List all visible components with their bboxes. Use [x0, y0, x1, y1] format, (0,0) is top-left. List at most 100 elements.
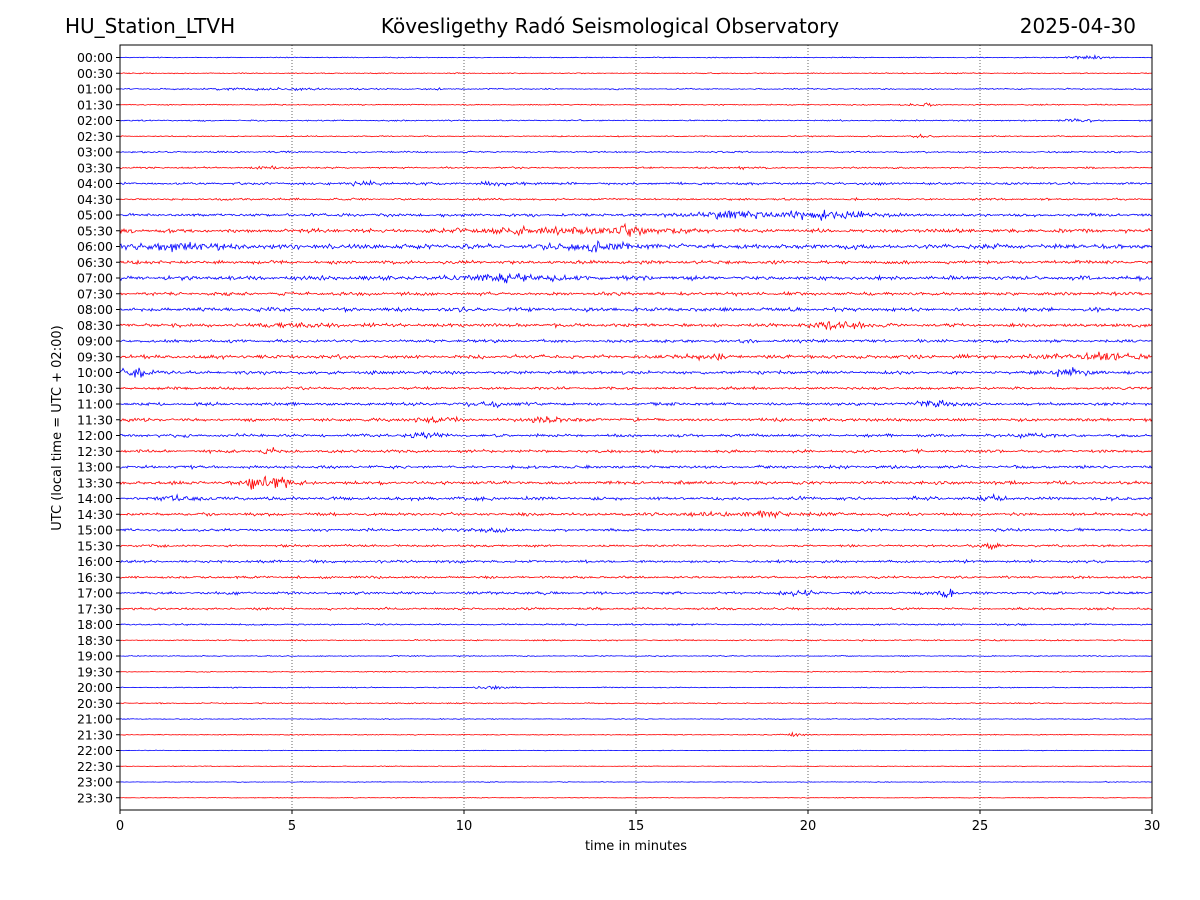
trace-1530	[119, 542, 1153, 550]
trace-1000	[119, 367, 1153, 378]
y-tick-label: 09:00	[77, 334, 113, 349]
x-tick-label: 5	[288, 819, 296, 834]
y-tick-label: 07:30	[77, 286, 113, 301]
trace-1800	[119, 622, 1153, 627]
trace-0830	[119, 320, 1153, 331]
trace-1030	[119, 385, 1153, 391]
trace-1630	[119, 575, 1153, 580]
chart-title: Kövesligethy Radó Seismological Observat…	[380, 14, 840, 38]
y-tick-label: 18:00	[77, 617, 113, 632]
y-tick-label: 10:00	[77, 365, 113, 380]
y-tick-label: 02:00	[77, 113, 113, 128]
trace-0600	[119, 240, 1153, 253]
trace-1230	[119, 447, 1153, 455]
trace-1130	[119, 415, 1153, 425]
y-axis: 00:0000:3001:0001:3002:0002:3003:0003:30…	[77, 50, 120, 805]
y-tick-label: 20:00	[77, 680, 113, 695]
y-tick-label: 22:00	[77, 743, 113, 758]
trace-1200	[119, 431, 1153, 440]
y-tick-label: 17:00	[77, 586, 113, 601]
trace-1900	[119, 654, 1153, 658]
y-tick-label: 03:30	[77, 160, 113, 175]
trace-0300	[119, 150, 1153, 154]
trace-0630	[119, 259, 1153, 266]
x-tick-label: 20	[800, 819, 817, 834]
y-tick-label: 16:30	[77, 570, 113, 585]
trace-2330	[119, 796, 1153, 799]
y-tick-label: 05:30	[77, 223, 113, 238]
y-tick-label: 13:30	[77, 475, 113, 490]
trace-0130	[119, 102, 1153, 107]
trace-1430	[119, 510, 1153, 520]
y-tick-label: 00:30	[77, 66, 113, 81]
trace-1330	[119, 475, 1153, 490]
y-tick-label: 21:30	[77, 727, 113, 742]
y-tick-label: 14:00	[77, 491, 113, 506]
trace-0200	[119, 118, 1153, 123]
x-tick-label: 25	[972, 819, 989, 834]
x-tick-label: 15	[628, 819, 645, 834]
trace-2000	[119, 684, 1153, 691]
y-tick-label: 12:00	[77, 428, 113, 443]
trace-1930	[119, 670, 1153, 673]
y-tick-label: 08:00	[77, 302, 113, 317]
x-axis-label: time in minutes	[585, 839, 687, 854]
y-tick-label: 23:30	[77, 790, 113, 805]
trace-0730	[119, 290, 1153, 298]
y-tick-label: 20:30	[77, 696, 113, 711]
y-tick-label: 04:00	[77, 176, 113, 191]
y-tick-label: 04:30	[77, 192, 113, 207]
y-tick-label: 10:30	[77, 381, 113, 396]
y-tick-label: 02:30	[77, 129, 113, 144]
trace-1500	[119, 527, 1153, 533]
trace-2300	[119, 780, 1153, 783]
trace-1300	[119, 464, 1153, 471]
trace-1600	[119, 558, 1153, 564]
y-axis-label: UTC (local time = UTC + 02:00)	[50, 325, 65, 530]
y-tick-label: 09:30	[77, 349, 113, 364]
trace-0800	[119, 306, 1153, 314]
trace-0900	[119, 338, 1153, 344]
y-tick-label: 19:00	[77, 649, 113, 664]
trace-1400	[119, 493, 1153, 502]
trace-2100	[119, 717, 1153, 720]
y-tick-label: 06:30	[77, 255, 113, 270]
trace-1100	[119, 399, 1153, 409]
y-tick-label: 12:30	[77, 444, 113, 459]
trace-0330	[119, 165, 1153, 171]
trace-0100	[119, 86, 1153, 92]
x-tick-label: 0	[116, 819, 124, 834]
y-tick-label: 07:00	[77, 271, 113, 286]
trace-0030	[119, 72, 1153, 75]
y-tick-label: 15:00	[77, 523, 113, 538]
trace-0400	[119, 179, 1153, 187]
x-axis: 0 5 10 15 20 25 30	[116, 810, 1160, 834]
trace-0230	[119, 133, 1153, 139]
y-tick-label: 06:00	[77, 239, 113, 254]
y-tick-label: 05:00	[77, 208, 113, 223]
y-tick-label: 11:30	[77, 412, 113, 427]
y-tick-label: 01:30	[77, 97, 113, 112]
y-tick-label: 16:00	[77, 554, 113, 569]
x-tick-label: 10	[456, 819, 473, 834]
station-name: HU_Station_LTVH	[65, 14, 236, 38]
trace-2030	[119, 702, 1153, 705]
y-tick-label: 00:00	[77, 50, 113, 65]
y-tick-label: 14:30	[77, 507, 113, 522]
trace-0700	[119, 272, 1153, 284]
y-tick-label: 11:00	[77, 397, 113, 412]
trace-0500	[119, 209, 1153, 221]
trace-0000	[119, 54, 1153, 60]
trace-1700	[119, 588, 1153, 599]
y-tick-label: 22:30	[77, 759, 113, 774]
trace-2200	[119, 749, 1153, 752]
x-tick-label: 30	[1144, 819, 1161, 834]
y-tick-label: 03:00	[77, 145, 113, 160]
grid-lines	[291, 45, 981, 810]
y-tick-label: 23:00	[77, 775, 113, 790]
date-label: 2025-04-30	[1019, 14, 1136, 38]
y-tick-label: 15:30	[77, 538, 113, 553]
y-tick-label: 18:30	[77, 633, 113, 648]
y-tick-label: 01:00	[77, 82, 113, 97]
